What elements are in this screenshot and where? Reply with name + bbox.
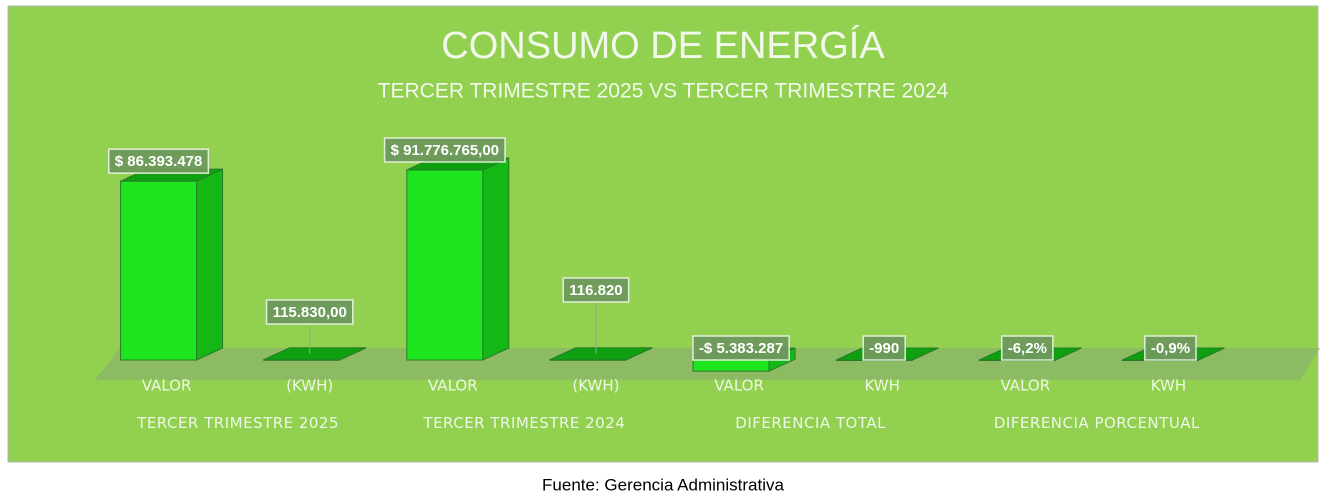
- value-label-box: [1000, 335, 1054, 361]
- x-tick-label: VALOR: [428, 377, 478, 395]
- bar-front: [120, 180, 198, 361]
- bar-front: [692, 359, 770, 372]
- group-label: DIFERENCIA PORCENTUAL: [993, 414, 1200, 432]
- group-label: DIFERENCIA TOTAL: [735, 414, 886, 432]
- bar: [263, 346, 367, 361]
- group-label: TERCER TRIMESTRE 2025: [137, 414, 340, 432]
- bar: [406, 157, 510, 361]
- value-label-box: [692, 335, 790, 361]
- bar-top: [549, 347, 653, 361]
- x-tick-label: KWH: [864, 377, 899, 395]
- value-label: 115.830,00: [273, 304, 347, 321]
- value-label-box: [108, 148, 210, 174]
- bar-front: [406, 169, 484, 361]
- value-label-box: [383, 137, 506, 163]
- value-label: -0,9%: [1151, 340, 1190, 357]
- group-label: TERCER TRIMESTRE 2024: [423, 414, 626, 432]
- value-label-box: [562, 277, 630, 303]
- value-label-box: [265, 299, 354, 325]
- chart-title: CONSUMO DE ENERGÍA: [441, 24, 885, 67]
- value-label: -$ 5.383.287: [699, 340, 783, 357]
- bar-side: [196, 168, 224, 361]
- value-label-box: [862, 335, 906, 361]
- x-tick-label: VALOR: [142, 377, 192, 395]
- x-tick-label: VALOR: [714, 377, 764, 395]
- bar: [120, 168, 224, 361]
- plot-background: [7, 5, 1319, 463]
- x-tick-label: VALOR: [1001, 377, 1051, 395]
- value-label: -6,2%: [1008, 340, 1047, 357]
- value-label: $ 86.393.478: [115, 153, 203, 170]
- x-tick-label: KWH: [1151, 377, 1186, 395]
- value-label: 116.820: [569, 282, 622, 299]
- value-label: $ 91.776.765,00: [391, 142, 499, 159]
- source: Fuente: Gerencia Administrativa: [542, 475, 784, 494]
- value-label-box: [1144, 335, 1197, 361]
- bar-top: [263, 347, 366, 361]
- chart-subtitle: TERCER TRIMESTRE 2025 VS TERCER TRIMESTR…: [378, 80, 949, 103]
- value-label: -990: [869, 340, 899, 357]
- bar: [549, 346, 653, 361]
- bar-side: [482, 157, 510, 361]
- x-tick-label: (KWH): [286, 377, 333, 395]
- x-tick-label: (KWH): [572, 377, 619, 395]
